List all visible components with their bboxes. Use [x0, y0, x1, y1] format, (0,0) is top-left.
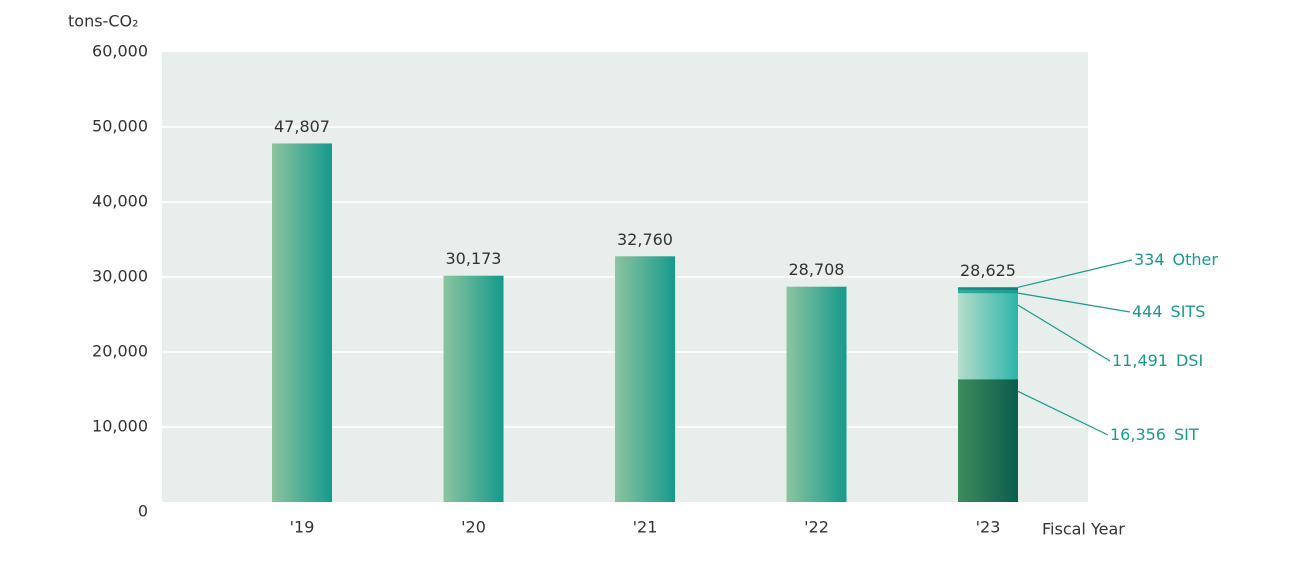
bar — [786, 286, 847, 502]
bar — [272, 143, 332, 502]
leader-line — [1017, 390, 1109, 436]
value-label: 32,760 — [617, 230, 673, 249]
y-tick-label: 50,000 — [92, 117, 148, 136]
y-tick-label: 10,000 — [92, 417, 148, 436]
stack-segment — [958, 287, 1018, 290]
x-axis-label: Fiscal Year — [1042, 520, 1125, 539]
x-tick-label: '23 — [976, 518, 1001, 537]
segment-name: SITS — [1171, 302, 1206, 321]
segment-value: 11,491 — [1112, 351, 1168, 370]
y-tick-label: 0 — [138, 502, 148, 521]
leader-line — [1017, 292, 1131, 313]
segment-label: 11,491 DSI — [1112, 351, 1203, 370]
stack-segment — [958, 379, 1018, 502]
stack-segment — [958, 289, 1018, 294]
segment-value: 444 — [1132, 302, 1163, 321]
segment-name: DSI — [1176, 351, 1203, 370]
x-tick-label: '19 — [290, 518, 315, 537]
x-tick-label: '21 — [633, 518, 658, 537]
segment-name: SIT — [1174, 425, 1199, 444]
x-tick-label: '22 — [804, 518, 829, 537]
y-tick-label: 60,000 — [92, 42, 148, 61]
bar — [443, 275, 504, 502]
y-axis-label: tons-CO₂ — [68, 12, 139, 31]
y-tick-label: 30,000 — [92, 267, 148, 286]
y-tick-label: 20,000 — [92, 342, 148, 361]
bar — [615, 256, 675, 502]
leader-line — [1017, 304, 1111, 362]
segment-name: Other — [1173, 250, 1219, 269]
segment-label: 16,356 SIT — [1110, 425, 1199, 444]
value-label: 30,173 — [446, 249, 502, 268]
stack-segment — [958, 293, 1018, 380]
leader-line — [1017, 259, 1133, 288]
y-tick-label: 40,000 — [92, 192, 148, 211]
x-tick-label: '20 — [461, 518, 486, 537]
segment-value: 334 — [1134, 250, 1165, 269]
value-label: 28,708 — [789, 260, 845, 279]
value-label: 28,625 — [960, 261, 1016, 280]
segment-label: 444 SITS — [1132, 302, 1205, 321]
segment-label: 334 Other — [1134, 250, 1218, 269]
value-label: 47,807 — [274, 117, 330, 136]
segment-value: 16,356 — [1110, 425, 1166, 444]
